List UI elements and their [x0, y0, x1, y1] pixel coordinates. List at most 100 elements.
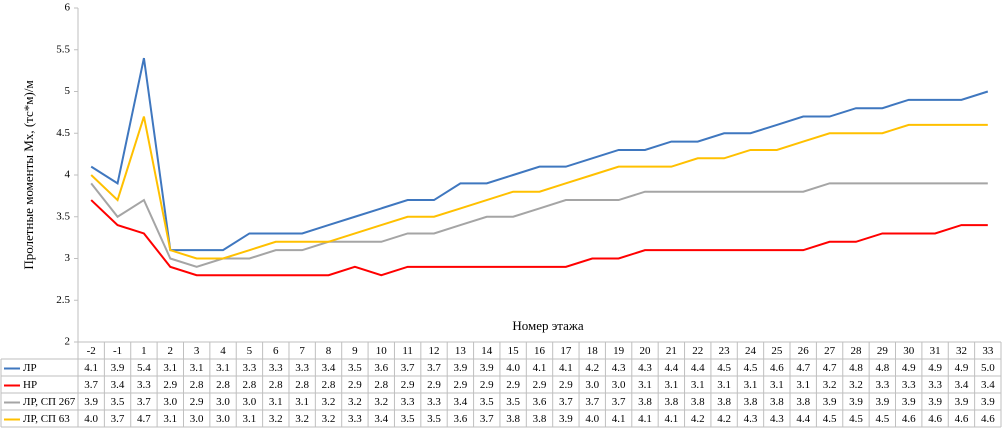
- table-value: 4.2: [717, 413, 731, 425]
- table-value: 3.2: [295, 413, 309, 425]
- table-value: 3.4: [111, 379, 125, 391]
- x-tick-label: 32: [956, 345, 967, 357]
- table-value: 4.5: [875, 413, 889, 425]
- table-value: 3.3: [269, 362, 283, 374]
- table-value: 4.5: [717, 362, 731, 374]
- x-tick-label: 31: [930, 345, 941, 357]
- x-tick-label: 29: [877, 345, 889, 357]
- table-value: 4.4: [796, 413, 810, 425]
- table-value: 3.9: [559, 413, 573, 425]
- table-value: 4.5: [849, 413, 863, 425]
- table-value: 3.5: [401, 413, 415, 425]
- table-value: 3.9: [875, 396, 889, 408]
- table-value: 4.7: [137, 413, 151, 425]
- table-value: 3.2: [322, 396, 336, 408]
- x-tick-label: 30: [903, 345, 915, 357]
- table-value: 3.7: [401, 362, 415, 374]
- table-value: 3.3: [137, 379, 151, 391]
- table-value: 3.1: [163, 413, 177, 425]
- table-value: 3.1: [664, 379, 678, 391]
- table-value: 3.9: [981, 396, 995, 408]
- y-tick-label: 5: [65, 85, 71, 97]
- table-value: 3.5: [111, 396, 125, 408]
- x-tick-label: 33: [982, 345, 994, 357]
- table-value: 2.8: [374, 379, 388, 391]
- table-value: 3.1: [744, 379, 758, 391]
- x-tick-label: 3: [194, 345, 200, 357]
- table-value: 4.8: [849, 362, 863, 374]
- table-value: 3.1: [770, 379, 784, 391]
- x-tick-label: 14: [481, 345, 493, 357]
- table-value: 4.4: [664, 362, 678, 374]
- series-line: [90, 199, 988, 277]
- table-value: 4.2: [691, 413, 705, 425]
- y-tick-label: 5.5: [56, 43, 70, 55]
- table-value: 4.3: [612, 362, 626, 374]
- table-value: 4.7: [796, 362, 810, 374]
- table-value: 4.1: [664, 413, 678, 425]
- table-value: 3.0: [216, 396, 230, 408]
- table-value: 4.1: [559, 362, 573, 374]
- table-value: 3.5: [506, 396, 520, 408]
- table-value: 3.1: [638, 379, 652, 391]
- table-value: 3.8: [691, 396, 705, 408]
- table-value: 2.9: [533, 379, 547, 391]
- table-value: 3.2: [269, 413, 283, 425]
- y-tick-label: 3: [65, 252, 71, 264]
- x-axis-title: Номер этажа: [512, 318, 584, 333]
- table-value: 3.1: [216, 362, 230, 374]
- table-value: 3.1: [190, 362, 204, 374]
- table-value: 3.9: [111, 362, 125, 374]
- table-value: 2.9: [427, 379, 441, 391]
- table-value: 3.4: [955, 379, 969, 391]
- table-value: 2.8: [243, 379, 257, 391]
- table-value: 4.1: [612, 413, 626, 425]
- table-value: 3.7: [137, 396, 151, 408]
- x-tick-label: 5: [247, 345, 253, 357]
- series-line: [90, 116, 988, 260]
- table-value: 3.9: [823, 396, 837, 408]
- table-value: 3.0: [190, 413, 204, 425]
- y-tick-label: 4: [65, 169, 71, 181]
- table-value: 3.8: [638, 396, 652, 408]
- series-line: [90, 182, 988, 268]
- x-tick-label: -1: [113, 345, 122, 357]
- table-value: 3.2: [849, 379, 863, 391]
- table-value: 4.6: [928, 413, 942, 425]
- legend-label: ЛР, СП 63: [23, 413, 70, 425]
- table-value: 3.9: [849, 396, 863, 408]
- x-tick-label: 7: [299, 345, 305, 357]
- y-tick-label: 4.5: [56, 127, 70, 139]
- y-tick-label: 6: [65, 2, 71, 14]
- y-tick-label: 2: [65, 336, 71, 348]
- table-value: 3.5: [480, 396, 494, 408]
- x-tick-label: 12: [429, 345, 440, 357]
- table-value: 3.7: [612, 396, 626, 408]
- x-tick-label: 10: [376, 345, 388, 357]
- table-value: 4.6: [902, 413, 916, 425]
- table-value: 4.1: [638, 413, 652, 425]
- x-tick-label: 20: [639, 345, 651, 357]
- table-value: 3.3: [401, 396, 415, 408]
- y-tick-label: 3.5: [56, 210, 70, 222]
- table-value: 3.9: [955, 396, 969, 408]
- table-value: 4.1: [533, 362, 547, 374]
- table-value: 3.1: [163, 362, 177, 374]
- legend-label: НР: [23, 379, 37, 391]
- table-value: 3.1: [717, 379, 731, 391]
- table-value: 2.9: [506, 379, 520, 391]
- x-tick-label: 13: [455, 345, 467, 357]
- series-line: [90, 57, 989, 252]
- x-tick-label: 26: [798, 345, 810, 357]
- y-tick-label: 2.5: [56, 294, 70, 306]
- table-value: 3.2: [322, 413, 336, 425]
- table-value: 4.5: [744, 362, 758, 374]
- table-value: 3.0: [163, 396, 177, 408]
- table-value: 3.7: [480, 413, 494, 425]
- table-value: 3.3: [902, 379, 916, 391]
- table-value: 3.8: [717, 396, 731, 408]
- table-value: 2.9: [401, 379, 415, 391]
- table-value: 3.3: [875, 379, 889, 391]
- table-value: 3.1: [269, 396, 283, 408]
